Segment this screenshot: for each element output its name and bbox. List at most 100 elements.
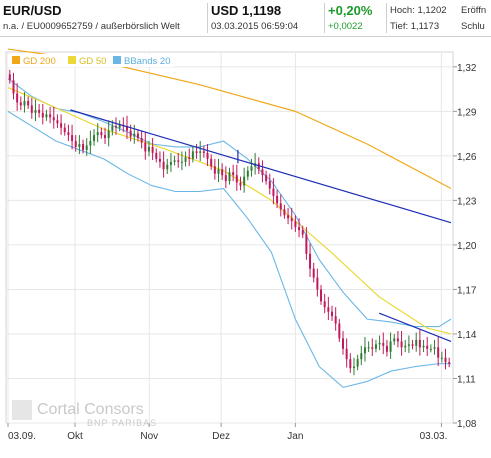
instrument-name: EUR/USD bbox=[3, 3, 62, 18]
candle-body bbox=[243, 176, 246, 186]
legend-background bbox=[8, 54, 174, 67]
legend-label-gd50: GD 50 bbox=[79, 56, 106, 67]
candle-body bbox=[341, 338, 344, 349]
candle-body bbox=[125, 126, 128, 131]
candle-body bbox=[34, 109, 37, 113]
candle-body bbox=[93, 135, 96, 142]
day-low: Tief: 1,1173 bbox=[390, 21, 440, 32]
candle-body bbox=[371, 347, 374, 349]
candle-body bbox=[440, 357, 443, 359]
candle-body bbox=[41, 112, 44, 118]
x-tick-label: 03.03. bbox=[420, 431, 448, 442]
legend-label-gd200: GD 200 bbox=[23, 56, 56, 67]
candle-body bbox=[111, 126, 114, 131]
y-tick-label: 1,32 bbox=[457, 63, 477, 74]
candle-body bbox=[349, 359, 352, 369]
y-tick-label: 1,23 bbox=[457, 196, 477, 207]
grid-y bbox=[6, 66, 453, 424]
candle-body bbox=[448, 362, 451, 364]
candle-body bbox=[155, 152, 158, 159]
candle-body bbox=[12, 80, 15, 94]
candle-body bbox=[67, 132, 70, 136]
candle-body bbox=[418, 339, 421, 348]
change-percent: +0,20% bbox=[328, 3, 373, 18]
change-absolute: +0,0022 bbox=[328, 21, 363, 32]
candle-body bbox=[184, 157, 187, 162]
candle-body bbox=[404, 345, 407, 348]
open-price: Eröffn bbox=[461, 5, 487, 16]
candle-body bbox=[56, 120, 59, 124]
candle-body bbox=[393, 338, 396, 342]
candle-body bbox=[177, 160, 180, 162]
candle-body bbox=[118, 124, 121, 128]
instrument-subtitle: n.a. / EU0009652759 / außerbörslich Welt bbox=[3, 21, 180, 32]
candle-body bbox=[250, 166, 253, 171]
candle-body bbox=[224, 175, 227, 182]
header-divider bbox=[324, 3, 325, 33]
previous-close: Schlu bbox=[461, 21, 485, 32]
candle-body bbox=[100, 132, 103, 136]
chart-legend: GD 200 GD 50 BBands 20 bbox=[8, 54, 174, 67]
candle-body bbox=[74, 141, 77, 147]
candle-body bbox=[338, 323, 341, 339]
candle-body bbox=[305, 234, 308, 254]
candles bbox=[8, 69, 451, 376]
legend-swatch-gd50 bbox=[68, 56, 76, 64]
candle-body bbox=[78, 144, 81, 147]
candle-body bbox=[27, 100, 30, 106]
plot-area bbox=[5, 51, 454, 424]
last-price: USD 1,1198 bbox=[211, 3, 282, 18]
candle-body bbox=[199, 151, 202, 153]
candle-body bbox=[213, 166, 216, 174]
trend-line bbox=[70, 109, 452, 224]
candle-body bbox=[298, 227, 301, 231]
candle-body bbox=[206, 152, 209, 159]
y-tick-label: 1,17 bbox=[457, 285, 477, 296]
bbands-lower-line bbox=[7, 110, 451, 388]
y-tick-label: 1,29 bbox=[457, 107, 477, 118]
candle-body bbox=[8, 74, 11, 81]
price-timestamp: 03.03.2015 06:59:04 bbox=[211, 21, 299, 32]
candle-body bbox=[107, 130, 110, 139]
candle-body bbox=[239, 182, 242, 186]
candle-body bbox=[180, 161, 183, 163]
candle-body bbox=[115, 126, 118, 128]
header-divider bbox=[386, 3, 387, 33]
candle-body bbox=[323, 301, 326, 308]
y-tick-label: 1,20 bbox=[457, 241, 477, 252]
y-tick-label: 1,11 bbox=[457, 374, 476, 385]
candle-body bbox=[246, 170, 249, 177]
x-tick-label: Dez bbox=[212, 431, 230, 442]
candle-body bbox=[173, 160, 176, 162]
candle-body bbox=[191, 151, 194, 159]
candle-body bbox=[221, 169, 224, 176]
candle-body bbox=[422, 345, 425, 348]
candle-body bbox=[444, 357, 447, 363]
candle-body bbox=[268, 181, 271, 189]
candle-body bbox=[429, 348, 432, 350]
candle-body bbox=[367, 347, 370, 349]
candle-body bbox=[151, 146, 154, 153]
candle-body bbox=[261, 169, 264, 176]
candle-body bbox=[363, 347, 366, 354]
candle-body bbox=[360, 353, 363, 360]
x-tick-label: 03.09. bbox=[8, 431, 36, 442]
candle-body bbox=[140, 138, 143, 143]
candle-body bbox=[265, 175, 268, 182]
y-tick-label: 1,26 bbox=[457, 152, 477, 163]
y-tick-label: 1,08 bbox=[457, 419, 477, 430]
candle-body bbox=[316, 277, 319, 290]
candle-body bbox=[356, 359, 359, 367]
candle-body bbox=[133, 133, 136, 137]
x-tick-label: Jan bbox=[287, 431, 303, 442]
legend-swatch-gd200 bbox=[12, 56, 20, 64]
quote-header: EUR/USD n.a. / EU0009652759 / außerbörsl… bbox=[0, 0, 491, 37]
candle-body bbox=[327, 307, 330, 312]
candle-body bbox=[202, 151, 205, 153]
y-axis-labels: 1,32 1,29 1,26 1,23 1,20 1,17 1,14 1,11 1,08 bbox=[453, 63, 477, 430]
candle-body bbox=[389, 341, 392, 352]
candle-body bbox=[433, 347, 436, 349]
candle-body bbox=[71, 135, 74, 142]
candle-body bbox=[312, 268, 315, 278]
candle-body bbox=[301, 230, 304, 235]
